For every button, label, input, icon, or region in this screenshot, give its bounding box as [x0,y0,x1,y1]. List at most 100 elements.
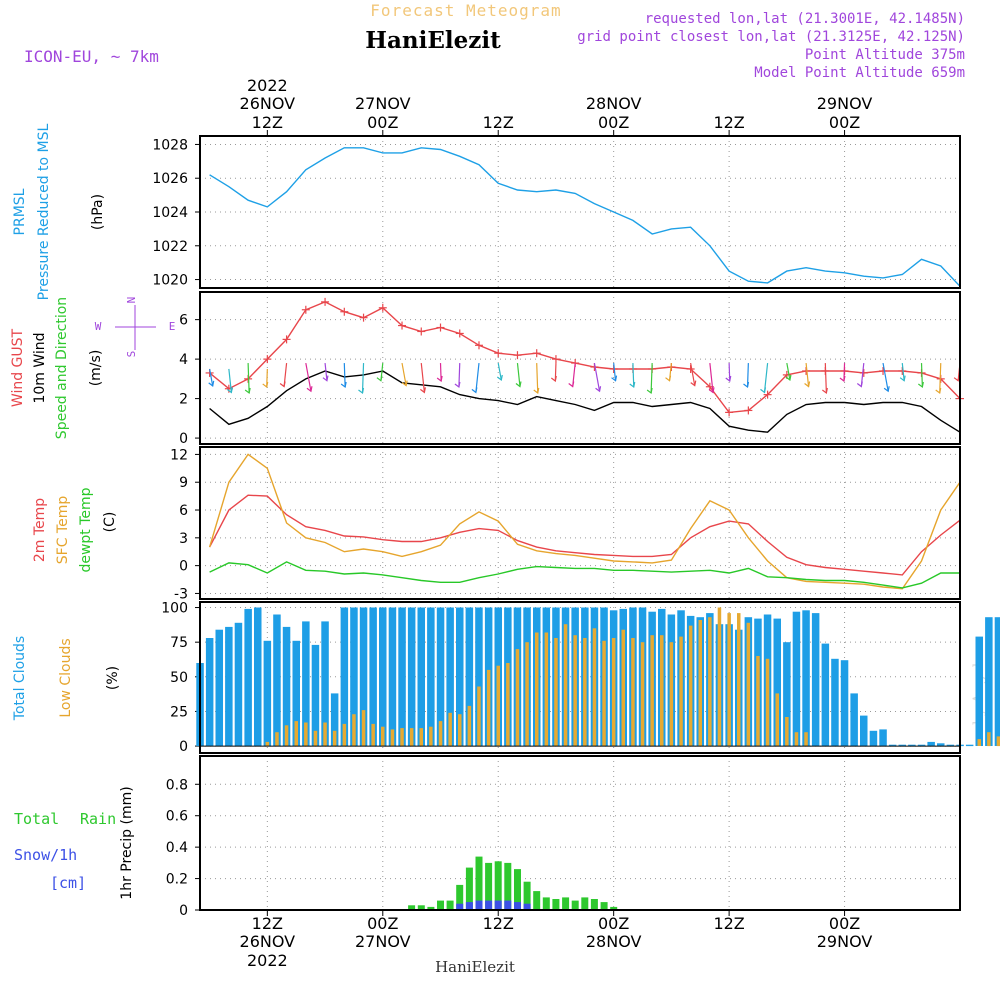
bar-total-rain [475,856,483,910]
y-tick-label: 100 [161,601,188,617]
point-altitude: Point Altitude 375m [805,47,965,63]
wind-arrow [593,362,602,393]
gust-marker [725,408,734,417]
wind-arrow [420,363,426,394]
bar-total-clouds [917,744,926,747]
bar-total-clouds [975,636,983,746]
hpa-unit: (hPa) [90,194,106,230]
bar-low-clouds [996,736,1000,747]
wind-arrow-head [708,387,715,394]
wind-arrow [822,363,828,395]
wind-arrow [436,363,443,383]
bar-low-clouds [631,638,635,747]
bar-low-clouds [794,732,799,747]
gust-marker [340,307,349,316]
bar-total-clouds [773,618,781,746]
bar-low-clouds [284,725,289,747]
bar-low-clouds [371,723,375,747]
bar-low-clouds [265,741,270,747]
wind-arrow-head [743,381,750,389]
y-tick-label: 0.6 [166,809,188,825]
bar-total-clouds [379,607,387,746]
bar-total-clouds [244,608,252,746]
top-time-text: 29NOV [817,94,873,113]
y-tick-label: 0 [179,903,188,919]
wind-arrow-head [454,381,461,389]
wind-arrow [665,363,672,382]
top-time-label: 12Z [713,113,745,136]
bar-total-clouds [898,744,906,747]
bar-low-clouds [698,620,702,747]
y-tick-label: 6 [179,503,188,519]
bar-low-clouds [708,617,712,746]
wind-arrow [899,363,906,382]
temp2m-label: 2m Temp [32,498,48,562]
bar-low-clouds [409,728,414,747]
wind-arrow-shaft [361,363,365,394]
bar-total-clouds [234,622,243,747]
bar-low-clouds [525,642,529,747]
wind-arrow-head [785,374,792,382]
bar-total-clouds [427,607,435,746]
speed-direction-label: Speed and Direction [54,297,70,439]
bottom-time-text: 26NOV [240,932,296,951]
bar-total-clouds [292,640,300,747]
bar-total-rain [610,906,618,910]
total-clouds-label: Total Clouds [12,636,28,721]
wind-arrow-shaft [613,363,617,381]
bottom-time-text: 00Z [598,914,629,933]
wind-arrow-shaft [786,362,791,381]
panel-bg [200,756,960,910]
wind-arrow-head [665,375,672,382]
bar-low-clouds [977,739,981,746]
wind-arrow-head [917,381,924,389]
top-time-text: 00Z [367,113,398,132]
wind-arrow-head [306,386,313,393]
gust-marker [494,349,503,358]
y-tick-label: 2 [179,392,188,408]
bar-low-clouds [621,629,625,747]
gust-marker [763,390,772,399]
bar-total-clouds [388,607,397,746]
bar-total-clouds [850,693,858,746]
wind-arrow [515,363,522,388]
y-tick-label: -3 [174,586,188,602]
wind-arrow [262,368,269,388]
panel-2: 0 2 4 6 [179,291,964,447]
bar-total-rain [408,905,416,910]
celsius-unit: (C) [102,512,118,533]
wind-arrow-head [646,387,653,395]
bar-low-clouds [381,726,385,747]
series-line-2m-temp [208,494,961,576]
bar-total-clouds [254,607,262,746]
bar-total-rain [533,891,541,910]
bar-snow-1h [494,900,502,910]
wind-arrow-head [471,387,478,394]
y-tick-label: 4 [179,352,188,368]
y-tick-label: 0.4 [166,840,188,856]
bar-low-clouds [650,635,654,746]
bar-total-clouds [311,644,320,746]
wind-arrow-head [533,387,540,395]
y-tick-label: 12 [170,447,188,463]
requested-coords: requested lon,lat (21.3001E, 42.1485N) [645,11,965,27]
wind-arrow-shaft [516,363,521,387]
bar-total-clouds [994,617,1000,746]
y-tick-label: 0 [179,559,188,575]
bar-total-clouds [475,607,483,746]
bar-low-clouds [717,607,722,746]
bar-total-rain [456,884,464,910]
bar-low-clouds [640,642,645,747]
wind-arrow-head [340,381,347,389]
wind-arrow-head [760,387,767,394]
bar-low-clouds [275,732,279,747]
ms-unit: (m/s) [88,350,104,387]
compass-e: E [169,320,176,333]
top-time-text: 00Z [598,113,629,132]
bar-total-clouds [330,693,339,746]
panel-frame [199,601,961,754]
bottom-time-label: 12Z [483,910,514,933]
